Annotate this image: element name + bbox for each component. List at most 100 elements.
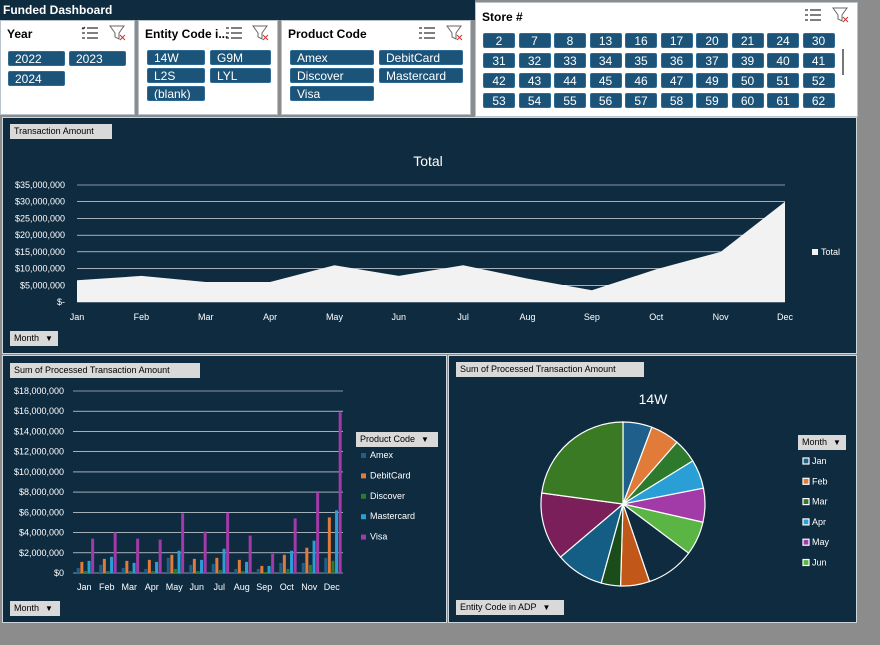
store-42-button[interactable]: 42: [483, 73, 515, 88]
entity-l2s-button[interactable]: L2S: [147, 68, 205, 83]
store-52-button[interactable]: 52: [802, 73, 835, 88]
x-tick-label: Jan: [70, 312, 85, 322]
bar-visa-feb: [113, 532, 117, 573]
store-43-button[interactable]: 43: [518, 73, 551, 88]
store-21-button[interactable]: 21: [731, 33, 764, 48]
product-visa-button[interactable]: Visa: [290, 86, 374, 101]
product-mastercard-button[interactable]: Mastercard: [379, 68, 463, 83]
x-tick-label: May: [166, 582, 184, 592]
multi-select-icon[interactable]: [804, 7, 822, 23]
store-55-button[interactable]: 55: [554, 93, 586, 108]
bar-amex-nov: [301, 562, 305, 573]
legend-label-apr: Apr: [812, 517, 826, 527]
store-41-button[interactable]: 41: [802, 53, 835, 68]
multi-select-icon[interactable]: [81, 25, 99, 41]
store-54-button[interactable]: 54: [518, 93, 551, 108]
entity-g9m-button[interactable]: G9M: [210, 50, 271, 65]
clear-filter-icon[interactable]: [446, 25, 464, 41]
product-code-legend-button[interactable]: Product Code ▼: [356, 432, 438, 447]
store-16-button[interactable]: 16: [625, 33, 657, 48]
x-tick-label: Jul: [457, 312, 469, 322]
store-44-button[interactable]: 44: [554, 73, 586, 88]
bar-debitcard-apr: [147, 559, 151, 573]
store-59-button[interactable]: 59: [696, 93, 728, 108]
store-30-button[interactable]: 30: [802, 33, 835, 48]
store-49-button[interactable]: 49: [696, 73, 728, 88]
store-36-button[interactable]: 36: [660, 53, 693, 68]
clear-filter-icon[interactable]: [252, 25, 270, 41]
store-58-button[interactable]: 58: [660, 93, 693, 108]
legend-label-jan: Jan: [812, 456, 827, 466]
entity-14w-button[interactable]: 14W: [147, 50, 205, 65]
store-60-button[interactable]: 60: [731, 93, 764, 108]
store-39-button[interactable]: 39: [731, 53, 764, 68]
store-20-button[interactable]: 20: [696, 33, 728, 48]
x-tick-label: Aug: [520, 312, 536, 322]
store-47-button[interactable]: 47: [660, 73, 693, 88]
bar-discover-jul: [218, 569, 222, 573]
store-31-button[interactable]: 31: [483, 53, 515, 68]
bar-amex-aug: [234, 568, 238, 573]
y-tick-label: $8,000,000: [19, 487, 64, 497]
store-33-button[interactable]: 33: [554, 53, 586, 68]
bar-amex-mar: [121, 567, 125, 573]
sum-processed-field-button[interactable]: Sum of Processed Transaction Amount: [456, 362, 644, 377]
product-amex-button[interactable]: Amex: [290, 50, 374, 65]
year-2022-button[interactable]: 2022: [8, 51, 65, 66]
store-45-button[interactable]: 45: [589, 73, 622, 88]
store-8-button[interactable]: 8: [554, 33, 586, 48]
transaction-amount-field-button[interactable]: Transaction Amount: [10, 124, 112, 139]
bar-debitcard-oct: [282, 554, 286, 573]
bar-debitcard-mar: [125, 560, 129, 573]
dropdown-arrow-icon: ▼: [421, 435, 429, 444]
clear-filter-icon[interactable]: [109, 25, 127, 41]
store-51-button[interactable]: 51: [767, 73, 799, 88]
entity-lyl-button[interactable]: LYL: [210, 68, 271, 83]
entity-code-axis-button[interactable]: Entity Code in ADP ▼: [456, 600, 564, 615]
legend-label-mar: Mar: [812, 497, 828, 507]
month-legend-button[interactable]: Month ▼: [798, 435, 846, 450]
store-34-button[interactable]: 34: [589, 53, 622, 68]
store-24-button[interactable]: 24: [767, 33, 799, 48]
bar-debitcard-sep: [260, 565, 264, 573]
y-tick-label: $0: [54, 568, 64, 578]
store-61-button[interactable]: 61: [767, 93, 799, 108]
store-57-button[interactable]: 57: [625, 93, 657, 108]
bar-visa-may: [181, 513, 185, 573]
entity-blank-button[interactable]: (blank): [147, 86, 205, 101]
multi-select-icon[interactable]: [225, 25, 243, 41]
store-17-button[interactable]: 17: [660, 33, 693, 48]
month-axis-button[interactable]: Month ▼: [10, 331, 58, 346]
month-axis-button[interactable]: Month ▼: [10, 601, 60, 616]
field-button-label: Transaction Amount: [14, 126, 94, 136]
product-debitcard-button[interactable]: DebitCard: [379, 50, 463, 65]
store-50-button[interactable]: 50: [731, 73, 764, 88]
store-46-button[interactable]: 46: [625, 73, 657, 88]
bar-visa-apr: [158, 539, 162, 573]
store-2-button[interactable]: 2: [483, 33, 515, 48]
year-2023-button[interactable]: 2023: [69, 51, 126, 66]
store-53-button[interactable]: 53: [483, 93, 515, 108]
bar-mastercard-mar: [132, 562, 136, 573]
store-35-button[interactable]: 35: [625, 53, 657, 68]
store-32-button[interactable]: 32: [518, 53, 551, 68]
scrollbar-thumb[interactable]: [842, 49, 844, 75]
y-tick-label: $12,000,000: [14, 447, 64, 457]
y-tick-label: $-: [57, 297, 65, 307]
product-discover-button[interactable]: Discover: [290, 68, 374, 83]
store-56-button[interactable]: 56: [589, 93, 622, 108]
multi-select-icon[interactable]: [418, 25, 436, 41]
store-37-button[interactable]: 37: [696, 53, 728, 68]
clear-filter-icon[interactable]: [832, 7, 850, 23]
store-scrollbar[interactable]: [838, 33, 848, 111]
bar-mastercard-oct: [290, 550, 294, 573]
bar-amex-jul: [211, 563, 215, 573]
store-7-button[interactable]: 7: [518, 33, 551, 48]
store-62-button[interactable]: 62: [802, 93, 835, 108]
store-40-button[interactable]: 40: [767, 53, 799, 68]
legend-label-debitcard: DebitCard: [370, 470, 411, 480]
store-13-button[interactable]: 13: [589, 33, 622, 48]
bar-visa-dec: [338, 412, 342, 573]
year-2024-button[interactable]: 2024: [8, 71, 65, 86]
sum-processed-field-button[interactable]: Sum of Processed Transaction Amount: [10, 363, 200, 378]
